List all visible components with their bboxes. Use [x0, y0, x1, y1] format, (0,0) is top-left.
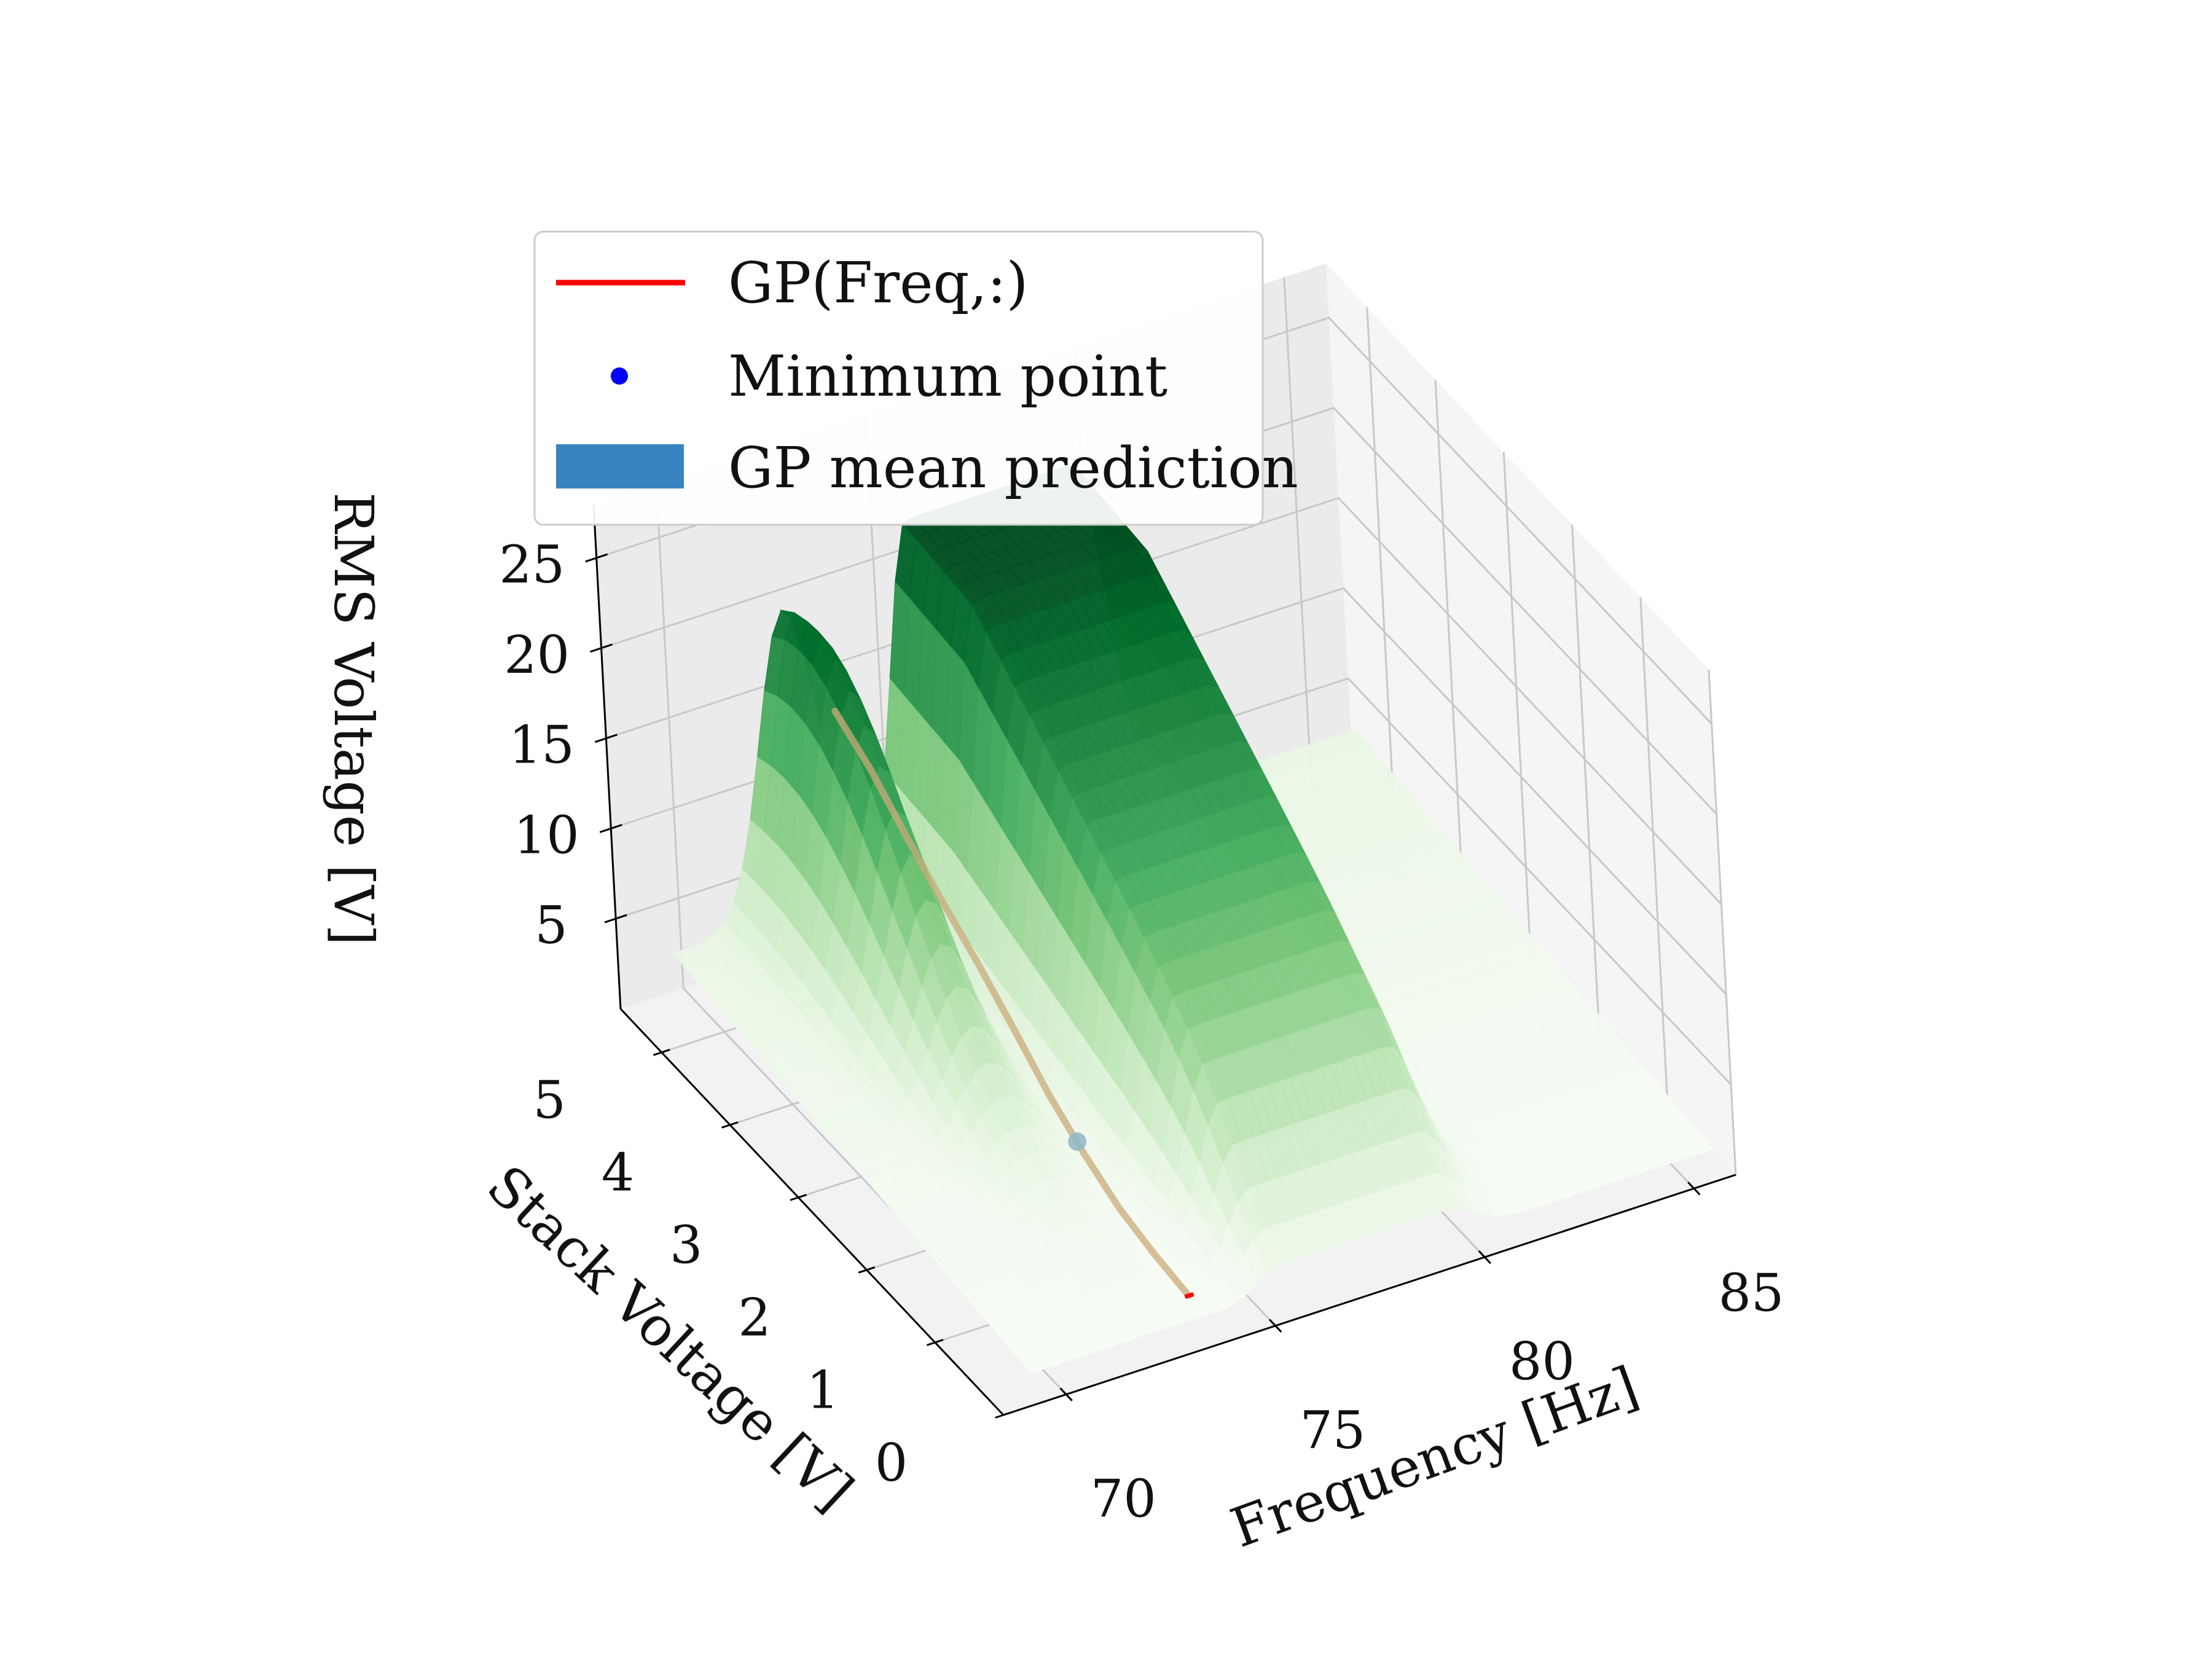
- z-axis-line: [592, 503, 622, 1009]
- gp-freq-curve-end: [1184, 1292, 1194, 1299]
- z-tick-mark: [590, 643, 613, 653]
- z-tick-label: 20: [504, 625, 570, 685]
- y-tick-label: 0: [875, 1433, 908, 1493]
- x-tick-label: 80: [1509, 1331, 1575, 1392]
- side-wall-pane: [1326, 264, 1736, 1175]
- legend-frame: [533, 230, 1264, 526]
- y-tick-mark: [995, 1411, 1012, 1419]
- y-tick-label: 1: [806, 1360, 839, 1421]
- y-tick-label: 2: [738, 1288, 771, 1348]
- x-tick-label: 85: [1719, 1263, 1784, 1323]
- legend: GP(Freq,:) Minimum point GP mean predict…: [533, 230, 1298, 526]
- legend-minimum-point-swatch: [611, 367, 628, 385]
- z-tick-mark: [585, 553, 608, 563]
- legend-mean-prediction-swatch: [556, 444, 684, 488]
- surface-overlay: [831, 707, 1194, 1299]
- z-tick-label: 5: [535, 895, 567, 955]
- y-tick-label: 4: [602, 1143, 634, 1203]
- z-tick-label: 15: [509, 715, 575, 775]
- x-tick-mark: [1687, 1182, 1701, 1196]
- legend-mean-prediction-label: GP mean prediction: [728, 435, 1298, 501]
- x-tick-label: 75: [1300, 1400, 1365, 1460]
- z-tick-label: 25: [499, 535, 565, 595]
- z-tick-mark: [604, 914, 627, 923]
- legend-minimum-point-label: Minimum point: [728, 343, 1167, 409]
- y-tick-mark: [653, 1049, 670, 1056]
- gp-freq-curve: [831, 707, 1192, 1299]
- z-tick-label: 10: [514, 805, 579, 865]
- z-tick-mark: [599, 824, 622, 833]
- x-tick-label: 70: [1091, 1469, 1156, 1529]
- surface-patch: [1016, 1352, 1042, 1374]
- gp-mean-surface: [672, 466, 1714, 1374]
- axis-lines: [585, 503, 1736, 1419]
- minimum-point-marker: [1068, 1132, 1087, 1151]
- x-tick-mark: [1478, 1250, 1492, 1264]
- z-tick-mark: [594, 734, 618, 743]
- z-axis-label: RMS Voltage [V]: [322, 492, 385, 946]
- y-axis-line: [619, 1008, 1005, 1416]
- x-axis-line: [1003, 1174, 1736, 1416]
- grid-line-rms: [601, 407, 1717, 815]
- y-tick-mark: [721, 1121, 739, 1129]
- x-tick-mark: [1059, 1387, 1073, 1401]
- y-tick-mark: [926, 1339, 944, 1346]
- legend-gp-line-label: GP(Freq,:): [728, 250, 1029, 316]
- y-axis-label: Stack Voltage [V]: [475, 1153, 865, 1523]
- grid-line-rms: [605, 496, 1722, 905]
- y-tick-mark: [858, 1266, 876, 1274]
- x-axis-label: Frequency [Hz]: [1223, 1354, 1646, 1560]
- y-tick-mark: [790, 1194, 807, 1201]
- y-tick-label: 5: [533, 1070, 565, 1131]
- x-tick-mark: [1269, 1319, 1282, 1333]
- y-tick-label: 3: [670, 1215, 702, 1276]
